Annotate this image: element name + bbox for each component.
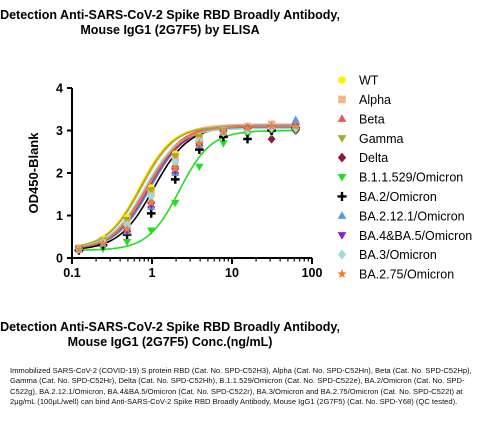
fit-curve-5 bbox=[78, 129, 296, 251]
data-point bbox=[218, 127, 228, 137]
x-axis-label: Detection Anti-SARS-CoV-2 Spike RBD Broa… bbox=[0, 320, 340, 350]
legend-label: BA.2.75/Omicron bbox=[359, 268, 454, 282]
legend-label: BA.2.12.1/Omicron bbox=[359, 209, 465, 223]
chart-title: Detection Anti-SARS-CoV-2 Spike RBD Broa… bbox=[0, 8, 340, 38]
chart-title-line-2: Mouse IgG1 (2G7F5) by ELISA bbox=[80, 23, 260, 37]
data-point bbox=[147, 187, 156, 195]
data-point bbox=[170, 164, 180, 173]
y-tick-label: 2 bbox=[56, 167, 63, 181]
data-point bbox=[122, 224, 132, 233]
y-tick-label: 3 bbox=[56, 124, 63, 138]
y-tick-label: 0 bbox=[56, 252, 63, 266]
data-point bbox=[170, 175, 180, 184]
data-point bbox=[195, 163, 204, 171]
legend-marker bbox=[337, 173, 347, 182]
legend-label: WT bbox=[359, 74, 379, 88]
data-point bbox=[171, 157, 180, 168]
legend-label: BA.2/Omicron bbox=[359, 190, 437, 204]
elisa-chart: 0 1 2 3 4 0.1 1 10 100 OD450-Blank WT Alpha Beta Gam… bbox=[26, 74, 472, 282]
legend-marker bbox=[337, 152, 347, 163]
y-tick-label: 1 bbox=[56, 209, 63, 223]
legend-marker bbox=[338, 76, 346, 84]
data-point bbox=[243, 123, 252, 133]
legend-marker bbox=[338, 95, 346, 104]
data-point bbox=[146, 198, 156, 207]
legend-label: Delta bbox=[359, 151, 388, 165]
legend-marker bbox=[337, 211, 347, 219]
legend-label: BA.3/Omicron bbox=[359, 248, 437, 262]
x-axis-label-line-1: Detection Anti-SARS-CoV-2 Spike RBD Broa… bbox=[0, 320, 340, 334]
data-point bbox=[243, 134, 252, 144]
data-point bbox=[146, 209, 156, 218]
y-axis-label: OD450-Blank bbox=[26, 132, 41, 214]
x-tick-label: 10 bbox=[225, 266, 239, 280]
footnote: Immobilized SARS-CoV-2 (COVID-19) S prot… bbox=[10, 366, 472, 407]
legend-label: BA.4&BA.5/Omicron bbox=[359, 229, 472, 243]
legend-label: Alpha bbox=[359, 93, 391, 107]
data-point bbox=[171, 199, 180, 208]
legend-marker bbox=[337, 232, 347, 240]
chart-axes: 0 1 2 3 4 0.1 1 10 100 OD450-Blank bbox=[26, 82, 322, 281]
legend-label: Gamma bbox=[359, 132, 404, 146]
fit-curve-0 bbox=[78, 124, 296, 247]
x-axis-label-line-2: Mouse IgG1 (2G7F5) Conc.(ng/mL) bbox=[67, 335, 273, 349]
x-tick-label: 0.1 bbox=[63, 266, 80, 280]
data-point bbox=[147, 191, 156, 202]
x-tick-label: 1 bbox=[149, 266, 156, 280]
legend-marker bbox=[337, 135, 347, 143]
data-point bbox=[219, 140, 228, 148]
legend-marker bbox=[337, 191, 347, 201]
legend-marker bbox=[337, 114, 347, 122]
data-point bbox=[147, 201, 156, 210]
data-point bbox=[74, 244, 84, 254]
data-point bbox=[291, 115, 300, 123]
chart-title-line-1: Detection Anti-SARS-CoV-2 Spike RBD Broa… bbox=[0, 8, 340, 22]
legend-marker bbox=[337, 269, 347, 278]
fit-curve-10 bbox=[78, 125, 296, 248]
data-point bbox=[171, 167, 180, 176]
legend-label: Beta bbox=[359, 112, 385, 126]
data-point bbox=[122, 238, 132, 247]
data-point bbox=[267, 134, 276, 144]
legend-marker bbox=[337, 249, 347, 260]
data-point bbox=[98, 238, 108, 247]
fit-curve-3 bbox=[78, 125, 296, 247]
data-point bbox=[291, 121, 301, 131]
legend-label: B.1.1.529/Omicron bbox=[359, 171, 463, 185]
data-points bbox=[74, 115, 301, 255]
chart-legend: WT Alpha Beta Gamma Delta B.1.1.529/Omicron BA… bbox=[337, 74, 472, 282]
data-point bbox=[267, 121, 277, 131]
data-point bbox=[194, 138, 204, 148]
y-tick-label: 4 bbox=[56, 82, 63, 96]
data-point bbox=[147, 227, 156, 235]
data-point bbox=[171, 153, 180, 161]
fit-curves bbox=[78, 123, 296, 251]
x-tick-label: 100 bbox=[302, 266, 323, 280]
